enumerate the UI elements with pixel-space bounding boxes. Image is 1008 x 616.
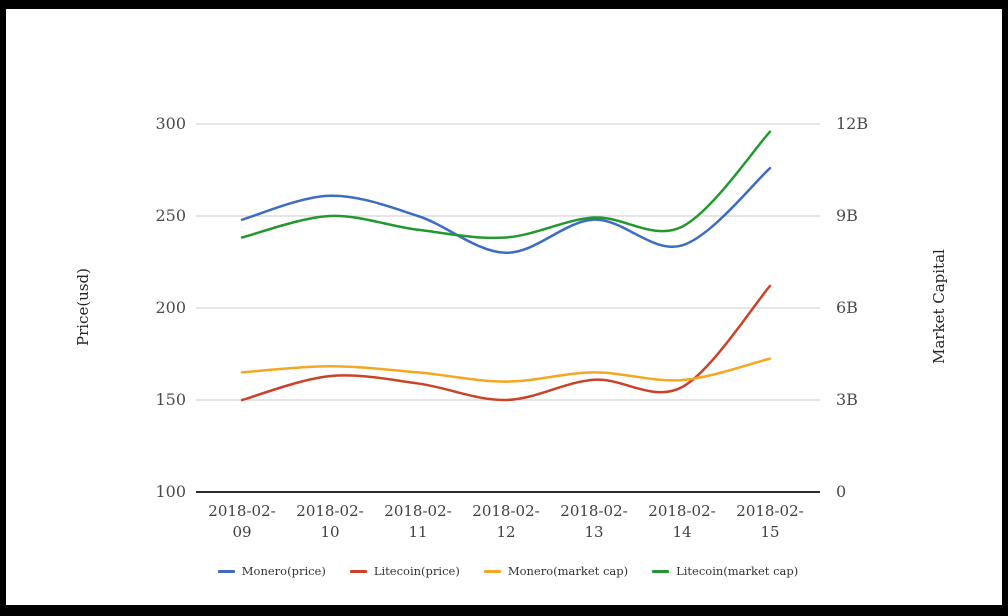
chart-legend: Monero(price) Litecoin(price) Monero(marke… [196, 564, 820, 578]
legend-swatch [349, 569, 367, 573]
legend-label: Litecoin(price) [373, 564, 460, 578]
legend-item[interactable]: Monero(price) [217, 564, 326, 578]
legend-item[interactable]: Litecoin(price) [349, 564, 460, 578]
x-axis-tick: 2018-02- 09 [208, 502, 276, 541]
y-axis-tick-right: 12B [836, 114, 869, 133]
legend-item[interactable]: Monero(market cap) [483, 564, 629, 578]
y-axis-tick-right: 9B [836, 206, 858, 225]
series-lines [240, 130, 772, 402]
x-axis-tick: 2018-02- 10 [296, 502, 364, 541]
gridlines [196, 123, 820, 493]
line-litecoin-price [240, 284, 772, 402]
line-monero-price [240, 166, 772, 255]
x-axis-tick: 2018-02- 11 [384, 502, 452, 541]
y-axis-tick-right: 0 [836, 482, 847, 501]
legend-label: Litecoin(market cap) [676, 564, 799, 578]
legend-swatch [217, 569, 235, 573]
y-axis-tick-left: 100 [155, 482, 186, 501]
legend-label: Monero(market cap) [507, 564, 629, 578]
line-monero-market-cap [240, 357, 772, 383]
left-axis-title: Price(usd) [74, 268, 92, 347]
right-axis-title: Market Capital [930, 249, 948, 364]
x-axis-tick: 2018-02- 14 [648, 502, 716, 541]
x-axis-tick: 2018-02- 13 [560, 502, 628, 541]
y-axis-tick-right: 3B [836, 390, 858, 409]
y-axis-tick-right: 6B [836, 298, 858, 317]
y-axis-tick-left: 250 [155, 206, 186, 225]
legend-swatch [483, 569, 501, 573]
y-axis-tick-left: 200 [155, 298, 186, 317]
line-litecoin-market-cap [240, 130, 772, 240]
y-axis-tick-left: 150 [155, 390, 186, 409]
y-axis-tick-left: 300 [155, 114, 186, 133]
legend-label: Monero(price) [241, 564, 326, 578]
x-axis-tick: 2018-02- 12 [472, 502, 540, 541]
legend-swatch [652, 569, 670, 573]
x-axis-tick: 2018-02- 15 [736, 502, 804, 541]
legend-item[interactable]: Litecoin(market cap) [652, 564, 798, 578]
